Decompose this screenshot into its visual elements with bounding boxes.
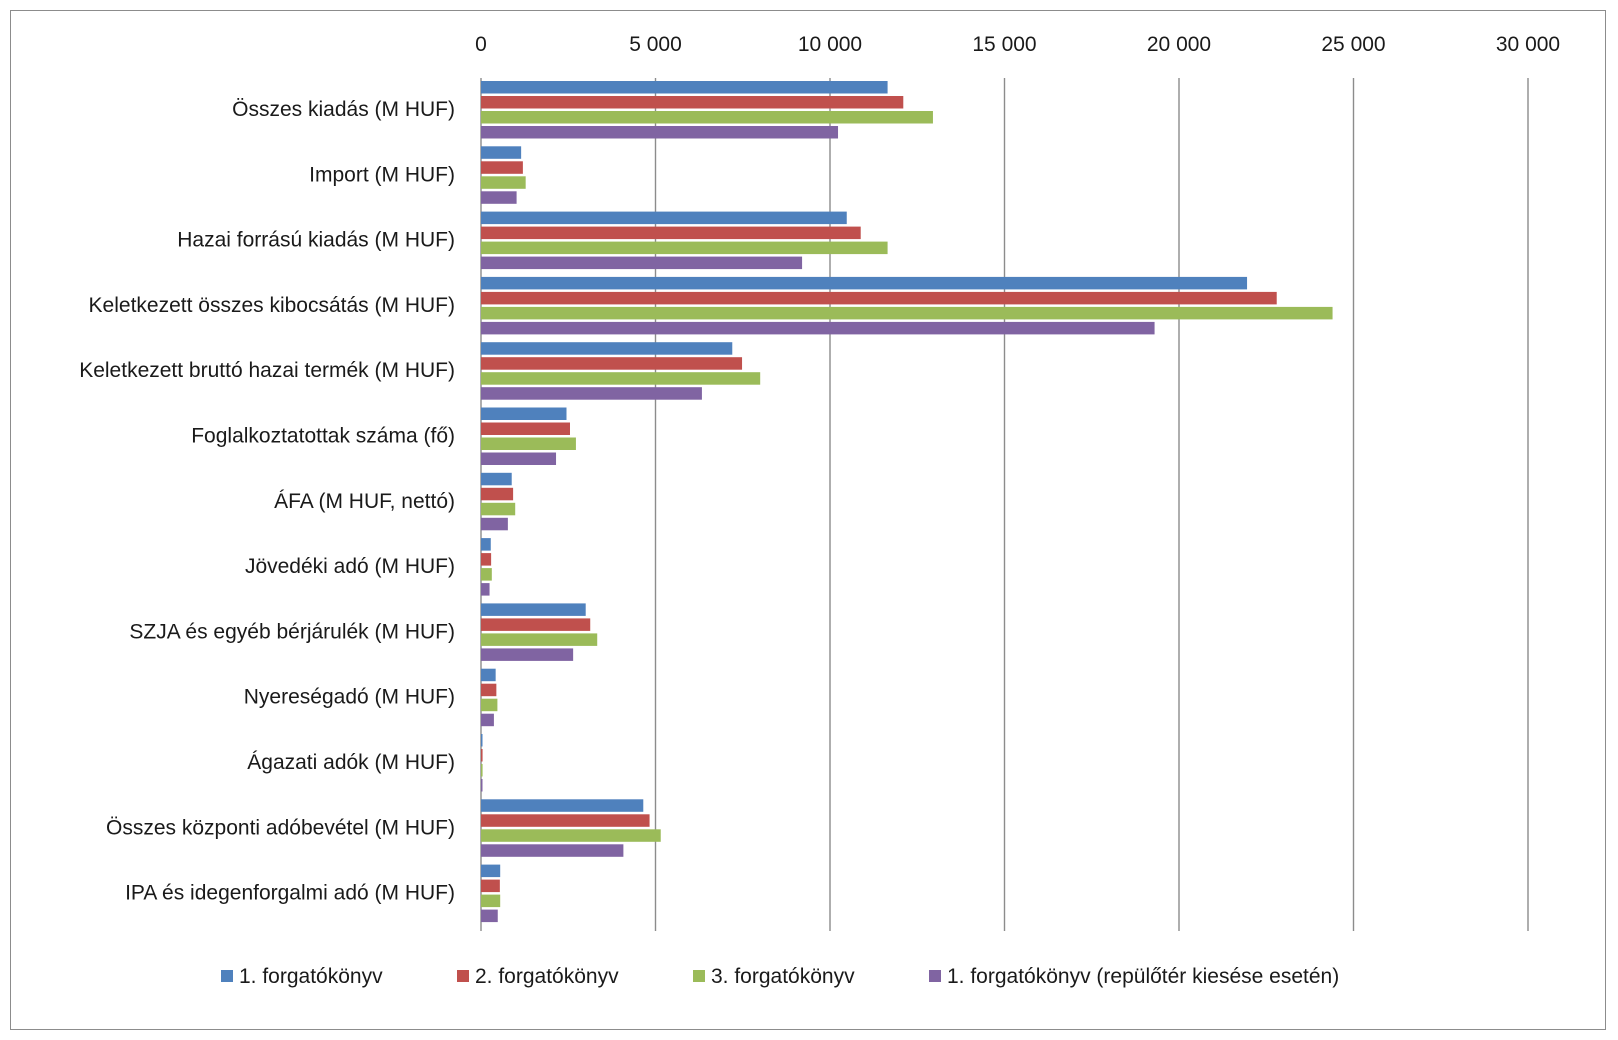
category-label: Import (M HUF) (309, 163, 455, 186)
bar (481, 241, 888, 255)
x-tick-label: 5 000 (629, 33, 682, 56)
x-tick-label: 0 (475, 33, 487, 56)
bar (481, 487, 514, 501)
bar (481, 437, 576, 450)
bar (481, 894, 501, 908)
bar (481, 291, 1277, 305)
bar (481, 387, 702, 400)
category-label: Nyereségadó (M HUF) (244, 686, 455, 709)
bar (481, 422, 570, 435)
bar (481, 502, 516, 516)
category-label: Ágazati adók (M HUF) (247, 751, 455, 774)
legend-swatch (693, 970, 705, 982)
bar (481, 618, 591, 631)
bar (481, 111, 933, 124)
bar (481, 407, 567, 420)
bar (481, 517, 508, 531)
bar (481, 452, 557, 465)
bar (481, 879, 500, 893)
category-labels: Összes kiadás (M HUF) Import (M HUF) Hazai… (79, 98, 455, 905)
bar (481, 226, 861, 240)
legend: 1. forgatókönyv 2. forgatókönyv 3. forgató… (221, 965, 1339, 988)
category-label: Hazai forrású kiadás (M HUF) (177, 229, 455, 252)
bar (481, 814, 650, 827)
category-label: Keletkezett bruttó hazai termék (M HUF) (79, 359, 455, 382)
category-label: ÁFA (M HUF, nettó) (274, 490, 455, 513)
x-tick-label: 15 000 (972, 33, 1036, 56)
x-tick-label: 10 000 (798, 33, 862, 56)
bar (481, 648, 574, 661)
category-label: Jövedéki adó (M HUF) (245, 555, 455, 578)
bar (481, 306, 1333, 320)
legend-swatch (457, 970, 469, 982)
legend-label: 1. forgatókönyv (239, 965, 383, 988)
bar (481, 146, 522, 159)
x-tick-label: 30 000 (1496, 33, 1560, 56)
bar (481, 256, 803, 270)
x-axis-ticks: 0 5 000 10 000 15 000 20 000 25 000 30 000 (475, 33, 1560, 56)
bar (481, 864, 501, 878)
category-label: SZJA és egyéb bérjárulék (M HUF) (129, 620, 455, 643)
category-label: Összes központi adóbevétel (M HUF) (106, 816, 455, 839)
chart-frame: 0 5 000 10 000 15 000 20 000 25 000 30 000 Öss… (10, 10, 1606, 1030)
bar (481, 176, 526, 189)
bar (481, 583, 490, 596)
category-label: Összes kiadás (M HUF) (232, 98, 455, 121)
category-label: IPA és idegenforgalmi adó (M HUF) (125, 882, 455, 905)
legend-label: 3. forgatókönyv (711, 965, 855, 988)
bar (481, 668, 496, 682)
bar (481, 844, 624, 857)
legend-label: 1. forgatókönyv (repülőtér kiesése eseté… (947, 965, 1339, 988)
bar (481, 633, 598, 646)
bar (481, 342, 733, 355)
bar (481, 553, 492, 566)
bar (481, 321, 1155, 335)
bar (481, 749, 483, 762)
bar (481, 357, 743, 370)
bar (481, 372, 761, 385)
bar (481, 799, 644, 812)
x-tick-label: 20 000 (1147, 33, 1211, 56)
x-tick-label: 25 000 (1321, 33, 1385, 56)
bar-chart: 0 5 000 10 000 15 000 20 000 25 000 30 000 Öss… (79, 33, 1560, 988)
bars (481, 81, 1333, 923)
bar (481, 161, 523, 174)
bar (481, 734, 483, 747)
bar (481, 472, 512, 486)
bar (481, 126, 839, 139)
bar (481, 81, 888, 94)
bar (481, 568, 492, 581)
category-label: Keletkezett összes kibocsátás (M HUF) (89, 294, 455, 317)
bar (481, 764, 483, 777)
bar (481, 211, 847, 225)
category-label: Foglalkoztatottak száma (fő) (191, 425, 455, 448)
bar (481, 96, 904, 109)
legend-swatch (221, 970, 233, 982)
bar (481, 603, 586, 616)
bar (481, 698, 498, 712)
bar (481, 276, 1248, 290)
bar (481, 829, 661, 842)
bar (481, 538, 491, 551)
bar (481, 779, 483, 792)
bar (481, 191, 517, 204)
bar (481, 713, 494, 727)
bar (481, 683, 497, 697)
bar (481, 909, 498, 923)
legend-label: 2. forgatókönyv (475, 965, 619, 988)
legend-swatch (929, 970, 941, 982)
